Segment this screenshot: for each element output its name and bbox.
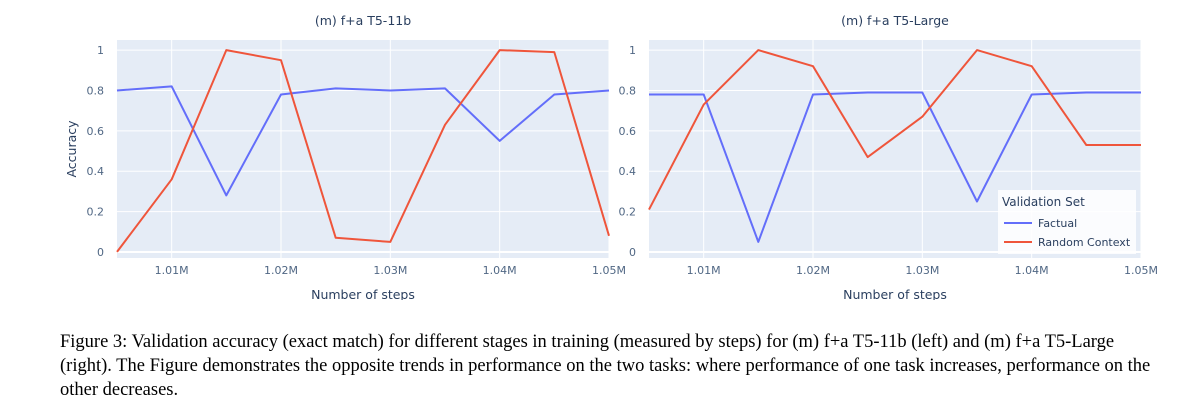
- y-tick-label: 0.2: [619, 206, 637, 219]
- x-tick-label: 1.02M: [264, 264, 298, 277]
- legend-label-factual: Factual: [1038, 217, 1077, 230]
- series-line-factual: [649, 91, 1141, 243]
- y-axis-label: Accuracy: [64, 120, 79, 178]
- figure-charts: 1.01M 1.02M 1.03M 1.04M 1.05M00.20.40.60.81(…: [64, 13, 1158, 300]
- x-tick-label: 1.01M: [687, 264, 721, 277]
- x-tick-label: 1.05M: [1124, 264, 1158, 277]
- y-tick-label: 0.4: [87, 165, 105, 178]
- y-tick-label: 1: [97, 44, 104, 57]
- legend-title: Validation Set: [1002, 195, 1085, 209]
- legend-label-random-context: Random Context: [1038, 236, 1131, 249]
- series-line-random-context: [648, 49, 1141, 211]
- plot-background: [117, 40, 609, 258]
- chart-panel-2: 1.01M 1.02M 1.03M 1.04M 1.05M 0 0.2 0.4 0.6 0.8 1 (…: [619, 13, 1158, 300]
- y-tick-label: 0: [629, 246, 636, 259]
- series-line-random-context: [116, 49, 610, 253]
- chart-title: (m) f+a T5-Large: [841, 13, 949, 28]
- y-tick-label: 0.2: [87, 206, 105, 219]
- x-tick-label: 1.03M: [905, 264, 939, 277]
- x-tick-label: 1.04M: [1015, 264, 1049, 277]
- x-tick-label: 1.03M: [373, 264, 407, 277]
- chart-panel-1: 1.01M 1.02M 1.03M 1.04M 1.05M 0 0.2 0.4 0.6 0.8 1 (…: [64, 13, 626, 300]
- x-tick-label: 1.01M: [155, 264, 189, 277]
- y-tick-label: 1: [629, 44, 636, 57]
- y-tick-label: 0: [97, 246, 104, 259]
- figure-caption: Figure 3: Validation accuracy (exact mat…: [60, 332, 1151, 400]
- chart-title: (m) f+a T5-11b: [315, 13, 411, 28]
- series-line-factual: [116, 85, 610, 197]
- x-tick-label: 1.04M: [483, 264, 517, 277]
- y-tick-label: 0.8: [87, 84, 105, 97]
- y-tick-label: 0.4: [619, 165, 637, 178]
- x-tick-label: 1.05M: [592, 264, 626, 277]
- x-axis-label: Number of steps: [311, 287, 415, 300]
- legend: Validation Set Factual Random Context: [998, 190, 1136, 254]
- y-tick-label: 0.8: [619, 84, 637, 97]
- x-tick-label: 1.02M: [796, 264, 830, 277]
- y-tick-label: 0.6: [87, 125, 105, 138]
- x-axis-label: Number of steps: [843, 287, 947, 300]
- y-tick-label: 0.6: [619, 125, 637, 138]
